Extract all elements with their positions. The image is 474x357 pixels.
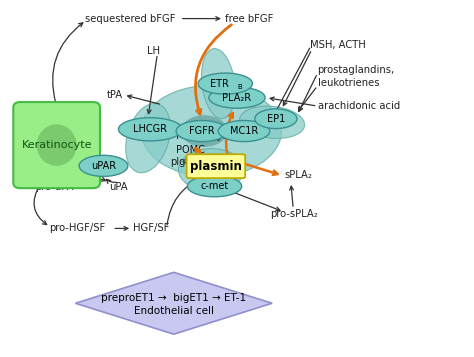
- Text: pro-sPLA₂: pro-sPLA₂: [270, 209, 318, 219]
- Text: pro-uPA: pro-uPA: [35, 182, 73, 192]
- FancyBboxPatch shape: [187, 154, 245, 178]
- Text: leukotrienes: leukotrienes: [318, 78, 379, 88]
- Text: MSH, ACTH: MSH, ACTH: [310, 40, 365, 50]
- Text: EP1: EP1: [267, 114, 285, 124]
- Text: LH: LH: [147, 46, 160, 56]
- Text: uPA: uPA: [109, 182, 128, 192]
- Ellipse shape: [176, 121, 228, 142]
- Text: preproET1 →  bigET1 → ET-1: preproET1 → bigET1 → ET-1: [101, 293, 246, 303]
- Ellipse shape: [79, 155, 128, 176]
- Text: pro-HGF/SF: pro-HGF/SF: [50, 223, 106, 233]
- Text: sPLA₂: sPLA₂: [284, 170, 312, 180]
- Text: plasmin: plasmin: [190, 160, 242, 173]
- Ellipse shape: [126, 104, 170, 173]
- Ellipse shape: [240, 106, 305, 139]
- Ellipse shape: [201, 49, 235, 119]
- Polygon shape: [75, 272, 272, 334]
- Text: Melanocyte: Melanocyte: [176, 131, 232, 141]
- Text: arachidonic acid: arachidonic acid: [318, 101, 400, 111]
- Ellipse shape: [218, 121, 270, 142]
- Text: B: B: [237, 84, 242, 90]
- Text: MC1R: MC1R: [230, 126, 258, 136]
- Text: FGFR: FGFR: [189, 126, 215, 136]
- Ellipse shape: [198, 73, 253, 94]
- Ellipse shape: [36, 124, 77, 166]
- Text: free bFGF: free bFGF: [225, 14, 273, 24]
- Text: tPA: tPA: [106, 90, 122, 100]
- Ellipse shape: [141, 85, 282, 177]
- Ellipse shape: [178, 149, 244, 191]
- Text: HGF/SF: HGF/SF: [133, 223, 169, 233]
- Text: prostaglandins,: prostaglandins,: [318, 65, 395, 75]
- Ellipse shape: [209, 87, 265, 108]
- Text: Endothelial cell: Endothelial cell: [134, 306, 214, 316]
- Text: ETR: ETR: [210, 79, 229, 89]
- Ellipse shape: [118, 118, 182, 141]
- Ellipse shape: [181, 115, 228, 147]
- Text: uPAR: uPAR: [91, 161, 116, 171]
- Text: POMC: POMC: [176, 145, 205, 155]
- Text: plg: plg: [171, 157, 186, 167]
- Text: LHCGR: LHCGR: [133, 124, 167, 134]
- Ellipse shape: [187, 176, 242, 197]
- Text: Keratinocyte: Keratinocyte: [21, 140, 92, 150]
- Text: PLA₂R: PLA₂R: [222, 93, 252, 103]
- Text: sequestered bFGF: sequestered bFGF: [85, 14, 175, 24]
- Ellipse shape: [255, 109, 297, 129]
- Text: c-met: c-met: [201, 181, 228, 191]
- FancyBboxPatch shape: [13, 102, 100, 188]
